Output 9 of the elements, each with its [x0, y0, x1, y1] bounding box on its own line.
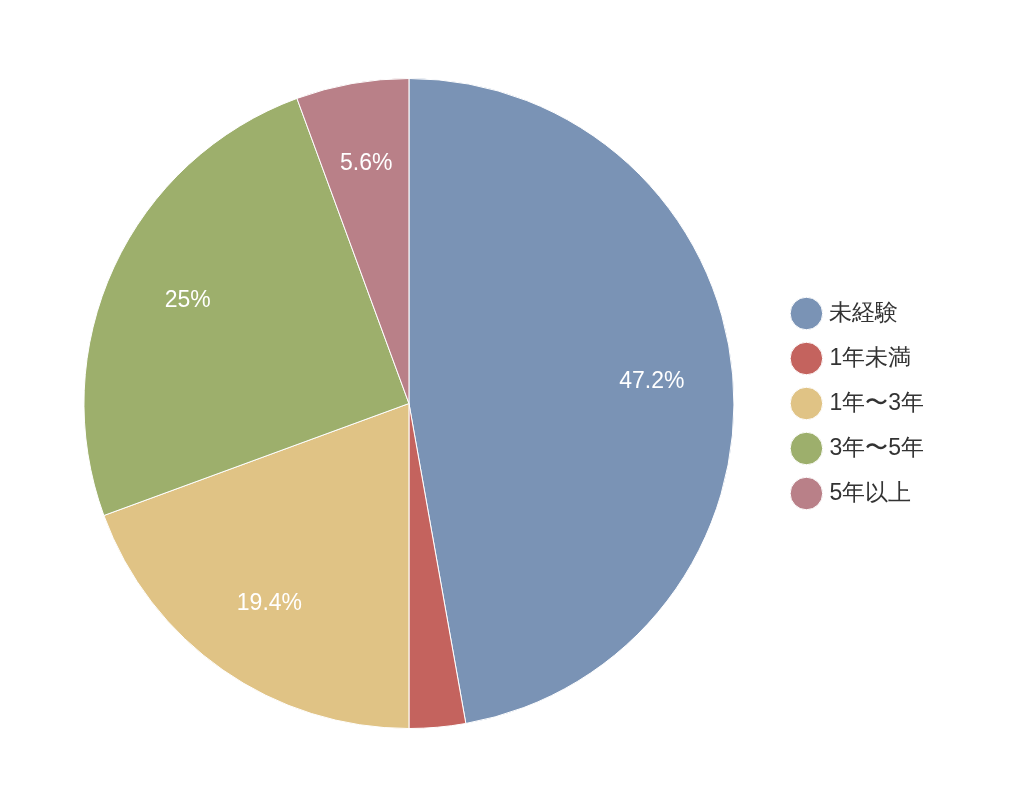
legend-label: 3年〜5年	[829, 433, 925, 460]
legend-label: 1年〜3年	[829, 388, 925, 415]
legend-label: 5年以上	[829, 478, 912, 505]
legend-label: 未経験	[829, 298, 899, 325]
data-label: 47.2%	[619, 367, 685, 394]
legend-label: 1年未満	[829, 343, 912, 370]
data-label: 5.6%	[340, 148, 393, 175]
data-label: 25%	[164, 286, 211, 313]
data-label: 19.4%	[236, 588, 303, 615]
